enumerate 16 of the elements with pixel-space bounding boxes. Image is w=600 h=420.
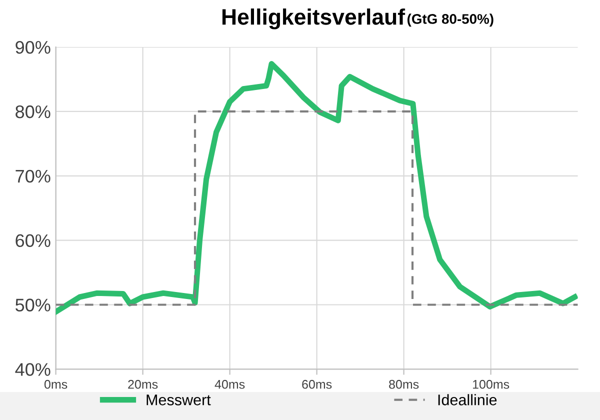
y-tick-label: 70%: [16, 170, 50, 183]
x-tick-label: 100ms: [472, 380, 510, 389]
x-tick-label: 20ms: [128, 380, 158, 389]
legend-label: Ideallinie: [438, 394, 497, 406]
y-tick-label: 40%: [15, 363, 50, 376]
legend-label: Messwert: [146, 394, 211, 406]
chart-title: Helligkeitsverlauf: [222, 8, 406, 30]
x-tick-label: 80ms: [389, 380, 419, 389]
x-tick-label: 0ms: [44, 380, 68, 389]
x-tick-label: 60ms: [302, 380, 332, 389]
y-tick-label: 90%: [16, 40, 50, 54]
y-tick-label: 60%: [16, 234, 50, 248]
x-tick-label: 40ms: [214, 380, 245, 389]
y-tick-label: 80%: [16, 105, 50, 118]
chart-subtitle: (GtG 80-50%): [407, 14, 494, 27]
y-tick-label: 50%: [16, 298, 50, 312]
